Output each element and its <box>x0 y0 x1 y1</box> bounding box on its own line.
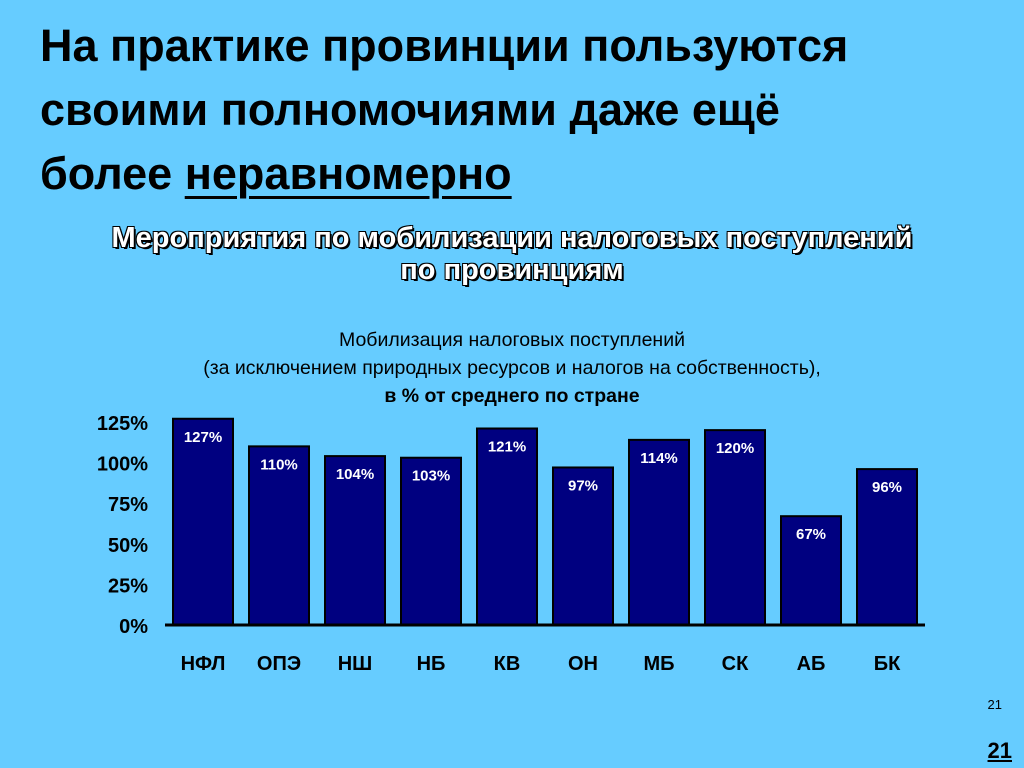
x-tick-label: МБ <box>643 653 674 675</box>
bar-data-label: 114% <box>640 450 678 467</box>
bar-МБ <box>628 438 690 627</box>
section-heading-line-1: Мероприятия по мобилизации налоговых пос… <box>111 222 913 254</box>
section-heading: Мероприятия по мобилизации налоговых пос… <box>0 222 1024 286</box>
bar-НФЛ <box>172 417 234 627</box>
x-tick-label: БК <box>874 653 901 675</box>
slide-title: На практике провинции пользуются своими … <box>40 14 1000 206</box>
bar-series <box>172 417 918 627</box>
bar-data-label: 120% <box>716 440 754 457</box>
bar-КВ <box>476 427 538 626</box>
x-tick-label: АБ <box>797 653 826 675</box>
x-tick-label: НБ <box>417 653 446 675</box>
bar-ОН <box>552 466 614 626</box>
bar-НШ <box>324 455 386 626</box>
x-tick-label: КВ <box>494 653 521 675</box>
bar-data-labels: 127% 110% 104% 103% 121% 97% 114% 120% 67% 96% <box>184 429 902 543</box>
section-heading-line-2: по провинциям <box>400 254 624 286</box>
bar-data-label: 127% <box>184 429 222 446</box>
bar-НБ <box>400 456 462 626</box>
y-tick-label: 125% <box>97 413 148 435</box>
y-tick-label: 25% <box>108 575 148 597</box>
slide-title-emphasis: неравномерно <box>184 148 512 199</box>
y-tick-label: 100% <box>97 454 148 476</box>
page-number-large: 21 <box>987 738 1012 763</box>
bar-data-label: 121% <box>488 438 526 455</box>
chart-title: Мобилизация налоговых поступлений (за ис… <box>0 326 1024 410</box>
bar-data-label: 103% <box>412 468 450 485</box>
slide-title-line-3: более неравномерно <box>40 142 1000 206</box>
x-axis-tick-labels: НФЛ ОПЭ НШ НБ КВ ОН МБ СК АБ БК <box>181 653 901 675</box>
bar-data-label: 67% <box>796 526 826 543</box>
slide-title-prefix: более <box>40 148 185 199</box>
y-tick-label: 75% <box>108 494 148 516</box>
bar-data-label: 104% <box>336 466 374 483</box>
x-tick-label: НФЛ <box>181 653 226 675</box>
y-tick-label: 0% <box>119 616 148 638</box>
chart-title-line-3: в % от среднего по стране <box>384 385 640 407</box>
bar-data-label: 110% <box>260 456 298 473</box>
bar-СК <box>704 429 766 626</box>
slide-title-line-1: На практике провинции пользуются <box>40 20 849 71</box>
slide-title-line-2: своими полномочиями даже ещё <box>40 84 780 135</box>
x-tick-label: ОН <box>568 653 598 675</box>
chart-title-line-2: (за исключением природных ресурсов и нал… <box>203 357 821 379</box>
x-tick-label: СК <box>722 653 749 675</box>
bar-data-label: 97% <box>568 477 598 494</box>
page-number-small: 21 <box>987 697 1002 712</box>
bar-ОПЭ <box>248 445 310 626</box>
bar-data-label: 96% <box>872 479 902 496</box>
x-tick-label: ОПЭ <box>257 653 301 675</box>
y-tick-label: 50% <box>108 535 148 557</box>
chart-title-line-1: Мобилизация налоговых поступлений <box>339 329 685 351</box>
x-tick-label: НШ <box>338 653 373 675</box>
bar-БК <box>856 468 918 627</box>
y-axis-tick-labels: 0% 25% 50% 75% 100% 125% <box>97 413 148 638</box>
